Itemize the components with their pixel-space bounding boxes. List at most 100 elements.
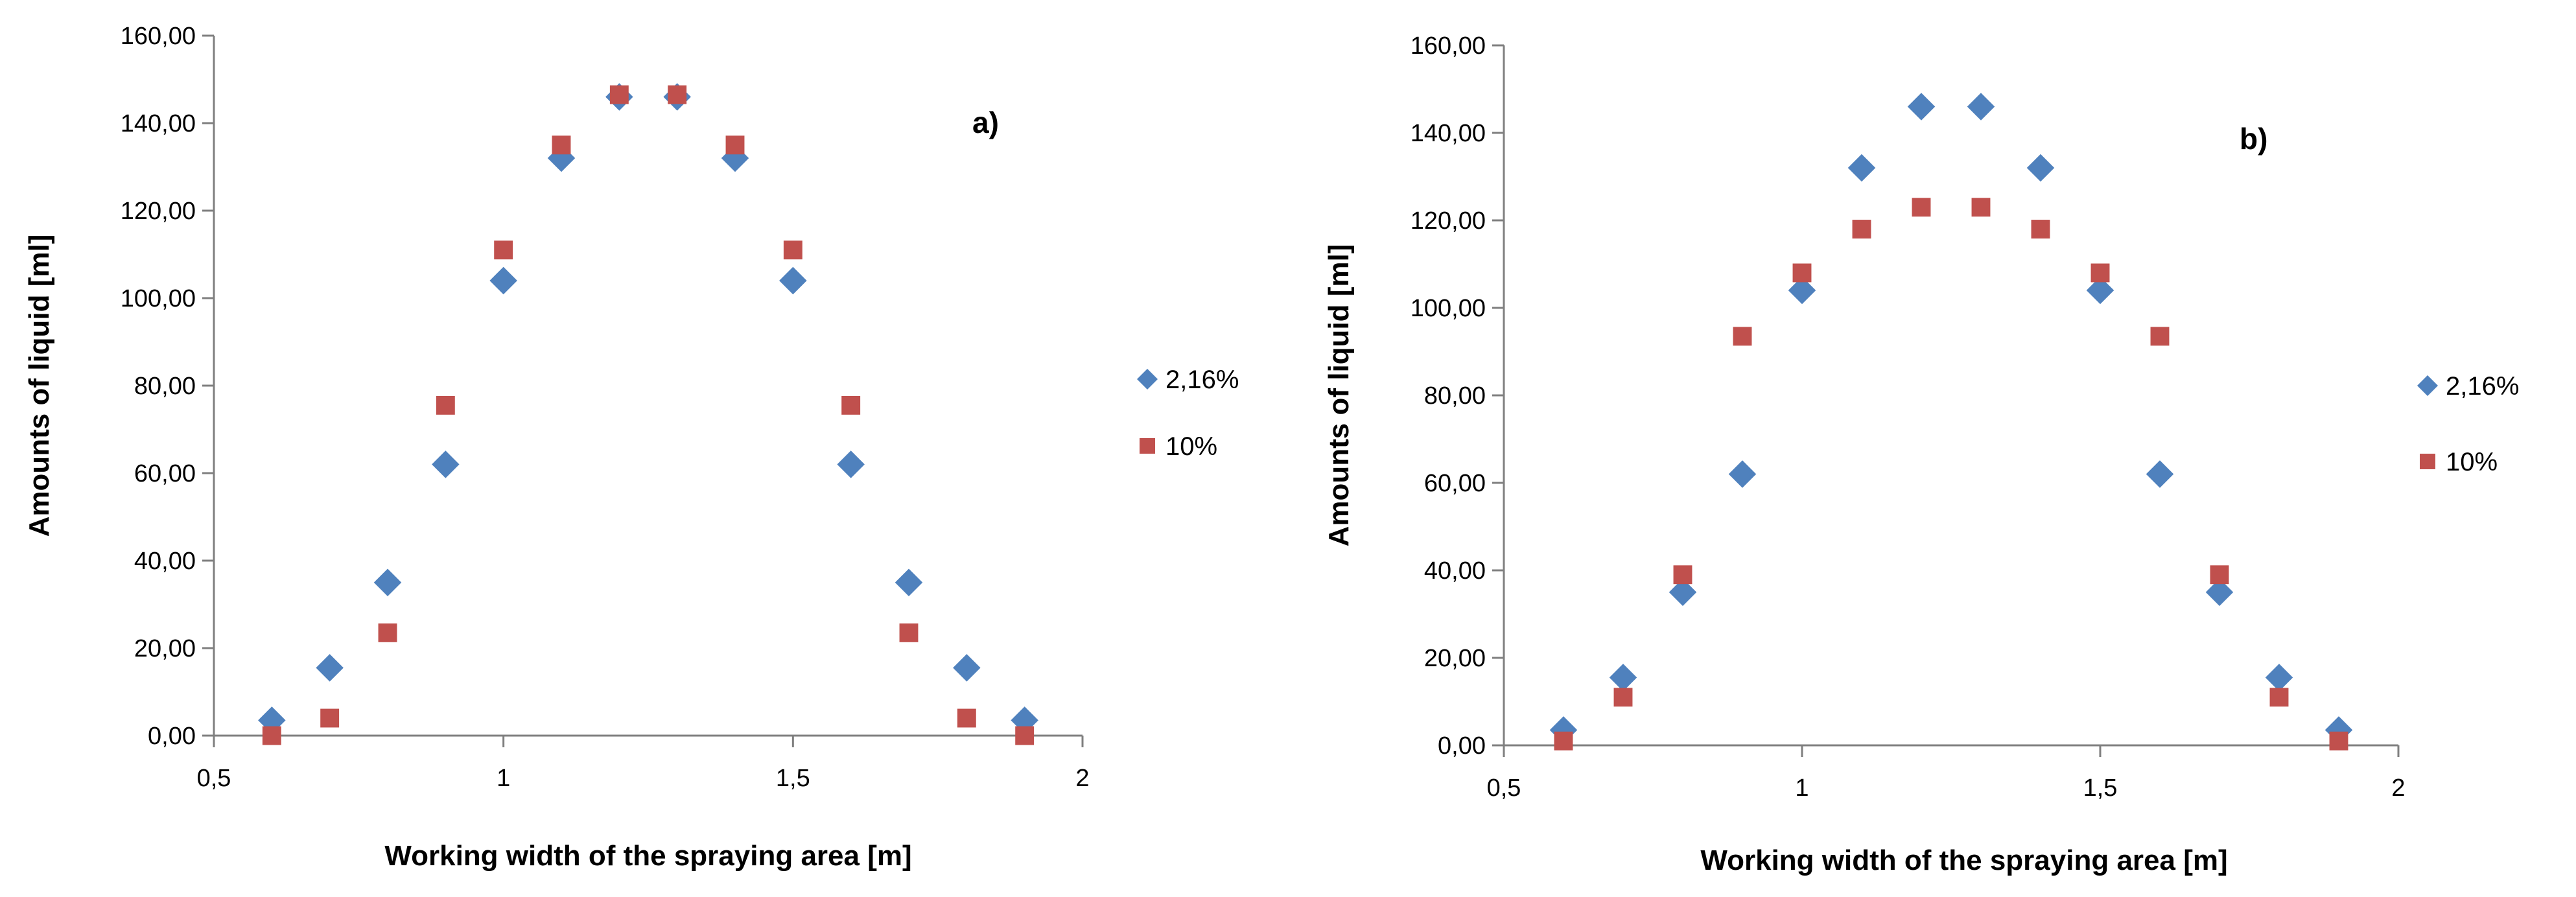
chart-b-legend-label-10: 10% bbox=[2446, 448, 2498, 476]
point-2-16 bbox=[2205, 578, 2234, 606]
point-2-16 bbox=[1967, 93, 1995, 121]
point-10 bbox=[1912, 198, 1931, 217]
point-10 bbox=[1554, 731, 1573, 751]
point-10 bbox=[2150, 327, 2170, 346]
chart-b: 0,00 20,00 40,00 60,00 80,00 100,00 120,00 140,… bbox=[1323, 32, 2519, 876]
point-10 bbox=[320, 708, 340, 728]
point-2-16 bbox=[1609, 664, 1637, 692]
x-tick-label: 1 bbox=[1795, 775, 1809, 802]
point-2-16 bbox=[1907, 93, 1936, 121]
x-tick-label: 2 bbox=[2391, 775, 2405, 802]
point-2-16 bbox=[953, 654, 981, 682]
point-2-16 bbox=[1669, 578, 1697, 606]
y-tick-label: 120,00 bbox=[121, 198, 196, 225]
y-tick-label: 20,00 bbox=[1424, 645, 1486, 672]
y-tick-label: 0,00 bbox=[148, 723, 196, 750]
chart-a-panel-label: a) bbox=[972, 106, 999, 139]
point-2-16 bbox=[1788, 276, 1816, 305]
point-2-16 bbox=[2265, 664, 2293, 692]
y-tick-label: 160,00 bbox=[121, 23, 196, 50]
point-10 bbox=[2329, 731, 2348, 751]
y-tick-label: 120,00 bbox=[1411, 207, 1486, 235]
y-tick-label: 80,00 bbox=[1424, 382, 1486, 410]
point-2-16 bbox=[373, 568, 402, 596]
chart-b-y-axis-title: Amounts of liquid [ml] bbox=[1323, 244, 1355, 547]
y-tick-label: 100,00 bbox=[121, 285, 196, 312]
legend-marker-2-16 bbox=[1137, 369, 1158, 390]
x-tick-label: 0,5 bbox=[197, 765, 231, 792]
chart-a-legend-label-2-16: 2,16% bbox=[1165, 366, 1239, 394]
point-2-16 bbox=[779, 266, 807, 295]
chart-b-tick-labels: 0,00 20,00 40,00 60,00 80,00 100,00 120,00 140,… bbox=[1411, 32, 2406, 802]
chart-a-legend: 2,16% 10% bbox=[1137, 366, 1239, 461]
chart-a-tick-labels: 0,00 20,00 40,00 60,00 80,00 100,00 120,00 140,… bbox=[121, 23, 1090, 792]
point-10 bbox=[2269, 688, 2289, 707]
point-10 bbox=[1613, 688, 1633, 707]
point-2-16 bbox=[2026, 154, 2055, 182]
y-tick-label: 140,00 bbox=[121, 110, 196, 137]
chart-b-data-points bbox=[1549, 93, 2353, 751]
y-tick-label: 60,00 bbox=[1424, 470, 1486, 497]
x-tick-label: 1 bbox=[497, 765, 510, 792]
point-2-16 bbox=[895, 568, 923, 596]
point-2-16 bbox=[837, 450, 865, 478]
point-2-16 bbox=[1847, 154, 1876, 182]
chart-a-x-axis-title: Working width of the spraying area [m] bbox=[384, 840, 911, 872]
point-10 bbox=[1673, 565, 1692, 585]
point-10 bbox=[1971, 198, 1991, 217]
legend-marker-10 bbox=[2420, 454, 2435, 469]
chart-b-panel-label: b) bbox=[2240, 122, 2267, 156]
y-tick-label: 60,00 bbox=[134, 460, 196, 487]
y-tick-label: 140,00 bbox=[1411, 120, 1486, 147]
chart-b-legend: 2,16% 10% bbox=[2417, 372, 2519, 476]
point-10 bbox=[1852, 220, 1871, 239]
x-tick-label: 2 bbox=[1075, 765, 1089, 792]
point-10 bbox=[494, 240, 513, 260]
point-10 bbox=[552, 135, 571, 155]
chart-a-data-points bbox=[258, 83, 1038, 745]
point-2-16 bbox=[432, 450, 460, 478]
point-10 bbox=[841, 395, 861, 415]
point-10 bbox=[1733, 327, 1752, 346]
point-10 bbox=[378, 623, 397, 642]
point-10 bbox=[262, 726, 281, 745]
point-10 bbox=[783, 240, 802, 260]
x-tick-label: 0,5 bbox=[1487, 775, 1521, 802]
chart-a-y-axis-title: Amounts of liquid [ml] bbox=[23, 235, 55, 537]
point-2-16 bbox=[489, 266, 517, 295]
y-tick-label: 20,00 bbox=[134, 635, 196, 662]
y-tick-label: 160,00 bbox=[1411, 32, 1486, 60]
chart-a-axes bbox=[202, 34, 1084, 747]
point-10 bbox=[2090, 263, 2110, 283]
y-tick-label: 40,00 bbox=[1424, 557, 1486, 585]
x-tick-label: 1,5 bbox=[776, 765, 810, 792]
point-10 bbox=[1015, 726, 1035, 745]
chart-a: 0,00 20,00 40,00 60,00 80,00 100,00 120,00 140,… bbox=[23, 23, 1239, 872]
chart-a-legend-label-10: 10% bbox=[1165, 432, 1217, 461]
point-10 bbox=[1792, 263, 1812, 283]
y-tick-label: 0,00 bbox=[1438, 732, 1486, 760]
point-10 bbox=[436, 395, 455, 415]
legend-marker-2-16 bbox=[2417, 375, 2438, 396]
y-tick-label: 80,00 bbox=[134, 373, 196, 400]
point-2-16 bbox=[2086, 276, 2114, 305]
point-10 bbox=[957, 708, 976, 728]
chart-b-axes bbox=[1492, 44, 2400, 757]
point-10 bbox=[609, 85, 629, 104]
y-tick-label: 40,00 bbox=[134, 548, 196, 575]
point-2-16 bbox=[316, 654, 344, 682]
x-tick-label: 1,5 bbox=[2083, 775, 2118, 802]
point-10 bbox=[899, 623, 919, 642]
point-2-16 bbox=[2146, 460, 2174, 488]
point-10 bbox=[668, 85, 687, 104]
point-10 bbox=[725, 135, 745, 155]
legend-marker-10 bbox=[1140, 438, 1155, 454]
y-tick-label: 100,00 bbox=[1411, 295, 1486, 322]
point-2-16 bbox=[1728, 460, 1757, 488]
chart-b-x-axis-title: Working width of the spraying area [m] bbox=[1700, 845, 2227, 876]
point-10 bbox=[2210, 565, 2229, 585]
chart-b-legend-label-2-16: 2,16% bbox=[2446, 372, 2519, 401]
point-10 bbox=[2031, 220, 2050, 239]
